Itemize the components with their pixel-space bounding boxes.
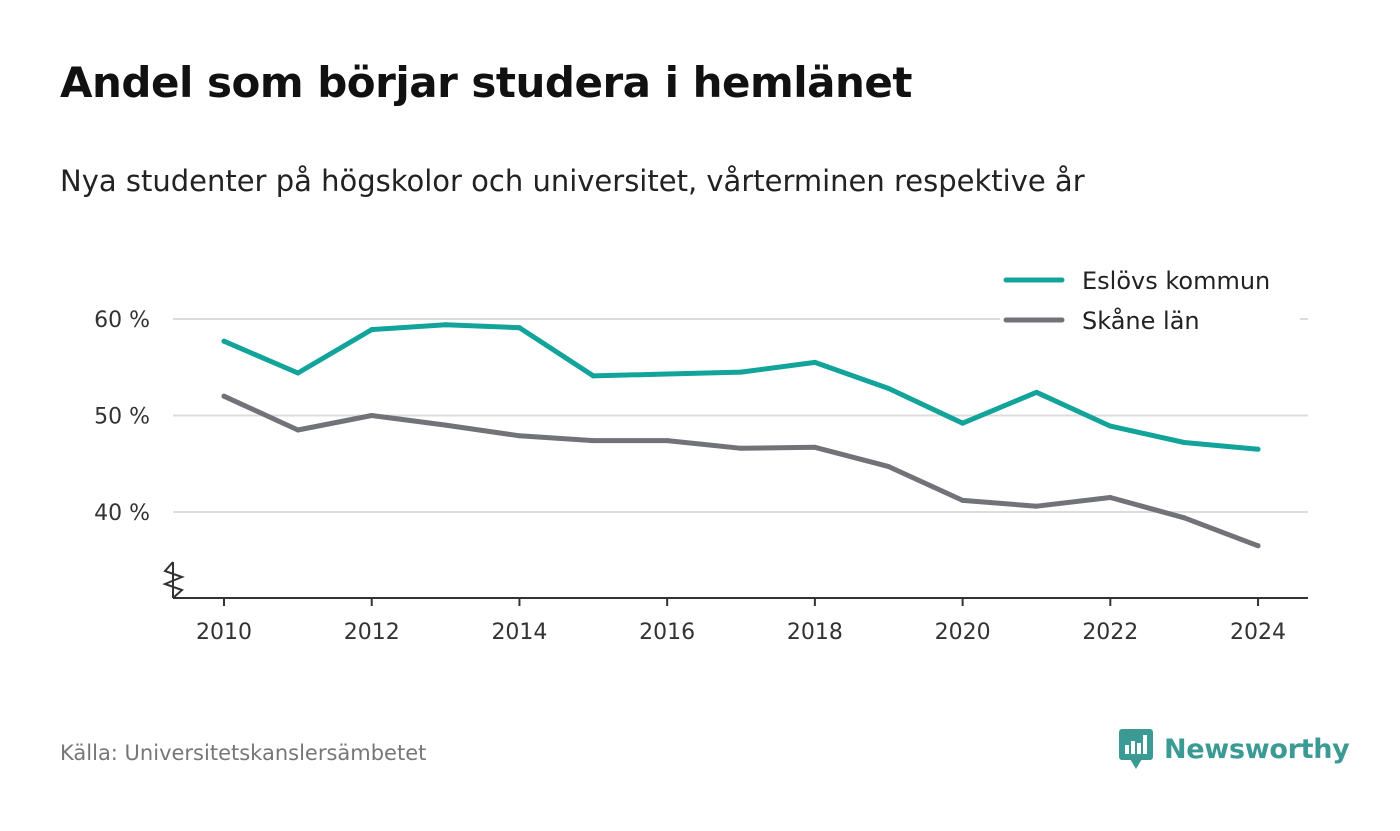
data-point xyxy=(812,444,818,450)
x-tick-label: 2010 xyxy=(196,620,252,645)
data-point xyxy=(1181,515,1187,521)
axes: 40 % 50 % 60 % 2010 2012 2014 2016 2018 2020 2022… xyxy=(94,308,1308,645)
data-point xyxy=(886,464,892,470)
data-point xyxy=(960,420,966,426)
x-tick-label: 2014 xyxy=(491,620,547,645)
data-point xyxy=(443,422,449,428)
y-tick-label: 40 % xyxy=(94,501,150,526)
data-point xyxy=(516,325,522,331)
legend-label: Eslövs kommun xyxy=(1082,267,1270,295)
data-point xyxy=(1255,446,1261,452)
data-point xyxy=(590,438,596,444)
chart-subtitle: Nya studenter på högskolor och universit… xyxy=(60,164,1085,198)
data-point xyxy=(886,385,892,391)
x-tick-label: 2012 xyxy=(344,620,400,645)
y-tick-label: 50 % xyxy=(94,405,150,430)
y-tick-label: 60 % xyxy=(94,308,150,333)
data-point xyxy=(443,322,449,328)
series-lines xyxy=(221,322,1261,549)
brand-logo: Newsworthy xyxy=(1118,728,1350,770)
brand-name: Newsworthy xyxy=(1164,733,1350,765)
data-point xyxy=(1181,440,1187,446)
source-note: Källa: Universitetskanslersämbetet xyxy=(60,741,427,765)
chart-title: Andel som börjar studera i hemlänet xyxy=(60,58,913,107)
data-point xyxy=(221,338,227,344)
data-point xyxy=(738,445,744,451)
series-line-0 xyxy=(221,322,1261,452)
x-tick-label: 2018 xyxy=(787,620,843,645)
data-point xyxy=(664,371,670,377)
data-point xyxy=(1107,495,1113,501)
data-point xyxy=(1107,423,1113,429)
x-tick-label: 2024 xyxy=(1230,620,1286,645)
x-tick-label: 2016 xyxy=(639,620,695,645)
x-tick-label: 2022 xyxy=(1082,620,1138,645)
data-point xyxy=(664,438,670,444)
data-point xyxy=(295,370,301,376)
series-line-1 xyxy=(221,393,1261,549)
data-point xyxy=(590,373,596,379)
data-point xyxy=(1255,543,1261,549)
x-tick-label: 2020 xyxy=(935,620,991,645)
data-point xyxy=(369,327,375,333)
data-point xyxy=(369,413,375,418)
legend: Eslövs kommun Skåne län xyxy=(1000,266,1300,335)
data-point xyxy=(812,359,818,365)
data-point xyxy=(516,433,522,439)
data-point xyxy=(738,369,744,375)
line-chart: 40 % 50 % 60 % 2010 2012 2014 2016 2018 2020 2022… xyxy=(94,266,1308,645)
newsworthy-logo-icon xyxy=(1119,729,1153,769)
data-point xyxy=(960,497,966,503)
data-point xyxy=(1033,503,1039,509)
axis-break-icon xyxy=(162,561,185,599)
data-point xyxy=(221,393,227,399)
legend-label: Skåne län xyxy=(1082,306,1200,335)
data-point xyxy=(295,427,301,433)
data-point xyxy=(1033,389,1039,395)
